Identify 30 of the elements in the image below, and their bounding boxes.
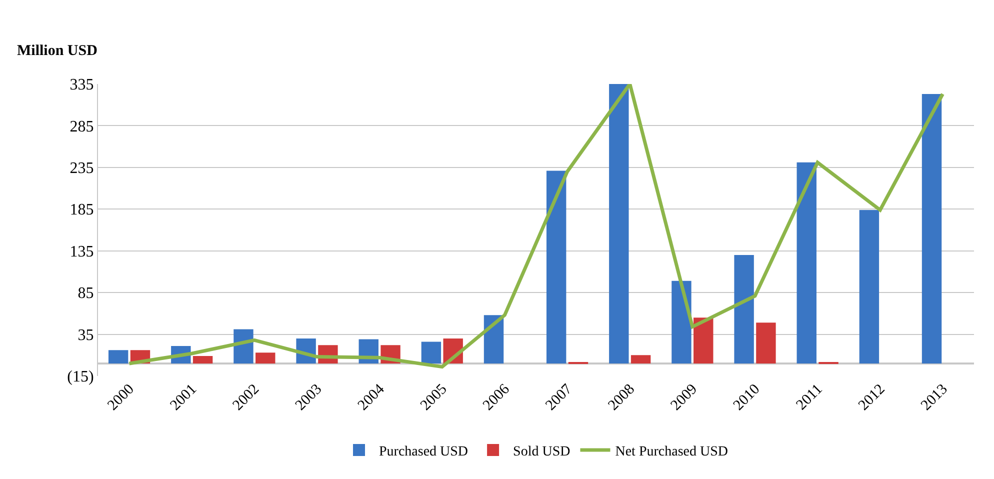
y-tick-label: 185	[70, 202, 94, 219]
bar	[256, 352, 276, 364]
bar	[546, 170, 566, 364]
legend-label: Purchased USD	[379, 444, 468, 460]
bar	[421, 342, 442, 364]
bar	[859, 210, 880, 364]
y-tick-label: 85	[78, 285, 94, 302]
y-tick-label: 235	[70, 160, 94, 178]
legend-label: Sold USD	[513, 444, 570, 460]
bar	[922, 94, 942, 364]
y-axis-title: Million USD	[17, 43, 98, 59]
bar	[192, 356, 213, 364]
bar	[734, 255, 754, 364]
bar	[108, 350, 128, 364]
x-tick-label: 2011	[794, 381, 826, 414]
bar	[672, 280, 692, 364]
line-series	[128, 84, 944, 369]
y-tick-label: 285	[70, 118, 94, 136]
bar	[484, 315, 504, 364]
y-tick-label: 335	[70, 76, 94, 94]
legend-label: Net Purchased USD	[615, 444, 728, 460]
y-tick-label: (15)	[67, 368, 94, 386]
y-tick-label: 35	[78, 326, 94, 344]
bar	[630, 355, 651, 364]
bar	[756, 322, 776, 364]
x-tick-label: 2001	[167, 381, 200, 414]
bar	[796, 162, 816, 364]
bar	[694, 318, 714, 364]
y-tick-label: 135	[70, 243, 94, 260]
bar	[609, 84, 629, 364]
